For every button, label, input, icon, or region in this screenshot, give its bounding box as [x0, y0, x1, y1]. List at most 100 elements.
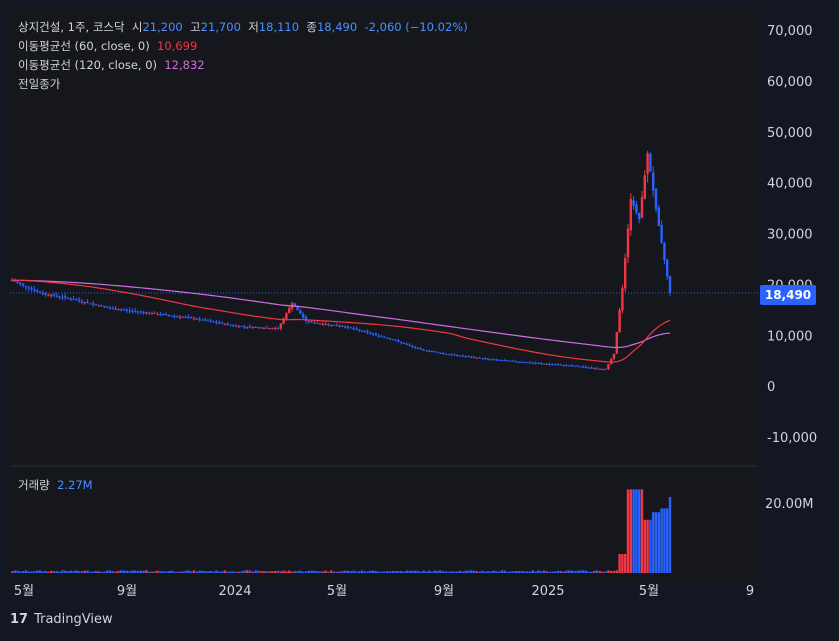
- volume-bar: [30, 571, 33, 573]
- candle-body: [601, 369, 604, 371]
- volume-label[interactable]: 거래량: [18, 478, 50, 492]
- candle-body: [61, 296, 64, 298]
- candle-body: [374, 333, 378, 335]
- current-price-tag: 18,490: [760, 285, 816, 305]
- candle-body: [190, 317, 193, 319]
- volume-bar: [13, 570, 16, 573]
- candle-body: [657, 207, 660, 227]
- volume-bar: [324, 570, 327, 573]
- time-tick-label: 9월: [117, 584, 137, 599]
- candle-body: [327, 323, 330, 325]
- volume-bar: [444, 571, 448, 573]
- ma60-label[interactable]: 이동평균선 (60, close, 0): [18, 39, 150, 53]
- volume-bar: [209, 571, 212, 573]
- volume-bar: [380, 571, 383, 573]
- brand-label[interactable]: TradingView: [34, 612, 113, 627]
- volume-bar: [428, 570, 431, 573]
- symbol-label[interactable]: 상지건설, 1주, 코스닥: [18, 20, 125, 34]
- candle-body: [41, 293, 44, 295]
- volume-bar: [89, 571, 92, 573]
- volume-bar: [638, 489, 641, 573]
- candle-body: [192, 318, 196, 320]
- price-tick-label: 30,000: [767, 228, 813, 243]
- volume-bar: [450, 571, 453, 573]
- candle-body: [598, 368, 602, 370]
- candle-body: [36, 290, 39, 292]
- prev-close-label[interactable]: 전일종가: [18, 77, 61, 91]
- volume-bar: [587, 571, 590, 573]
- candle-body: [215, 322, 218, 324]
- volume-bar: [615, 570, 618, 573]
- candle-body: [234, 325, 238, 327]
- volume-bar: [50, 570, 53, 573]
- candle-body: [279, 323, 282, 329]
- candle-body: [30, 288, 33, 290]
- volume-bar: [411, 570, 414, 573]
- candle-body: [509, 360, 512, 362]
- volume-bar: [579, 570, 582, 573]
- volume-bar: [327, 571, 330, 573]
- volume-bar: [262, 571, 266, 573]
- candle-body: [506, 360, 509, 362]
- volume-bar: [153, 571, 156, 573]
- tradingview-logo-icon[interactable]: 𝟭𝟳: [10, 612, 29, 627]
- candle-body: [444, 353, 448, 355]
- volume-bar: [279, 571, 282, 573]
- volume-bar: [436, 570, 439, 573]
- volume-bar: [517, 571, 520, 573]
- candle-body: [94, 304, 98, 306]
- volume-bar: [416, 570, 420, 573]
- candle-body: [128, 310, 131, 312]
- volume-bar: [523, 571, 526, 573]
- volume-bar: [212, 571, 215, 573]
- volume-bar: [607, 570, 610, 573]
- volume-bar: [302, 571, 305, 573]
- candle-body: [44, 293, 47, 295]
- candle-body: [531, 362, 534, 364]
- volume-bar: [128, 571, 131, 573]
- time-tick-label: 5월: [327, 584, 347, 599]
- volume-bar: [55, 571, 58, 573]
- volume-bar: [103, 571, 106, 573]
- chart-panel[interactable]: [10, 10, 758, 582]
- candle-body: [649, 153, 652, 172]
- candle-body: [316, 322, 319, 324]
- volume-bar: [601, 571, 604, 573]
- candle-body: [646, 153, 649, 174]
- candle-body: [100, 305, 103, 307]
- candle-body: [500, 360, 504, 362]
- high-label: 고: [190, 20, 201, 34]
- candle-body: [618, 309, 621, 333]
- volume-bar: [467, 570, 470, 573]
- high-value: 21,700: [200, 20, 241, 34]
- volume-bar: [215, 570, 218, 573]
- candle-body: [243, 326, 246, 328]
- volume-bar: [612, 570, 616, 573]
- volume-bar: [618, 554, 621, 573]
- candle-body: [212, 321, 215, 323]
- volume-bar: [369, 570, 372, 573]
- volume-bar: [514, 571, 518, 573]
- volume-bar: [167, 571, 170, 573]
- volume-bar: [195, 571, 198, 573]
- candle-body: [615, 332, 618, 354]
- candle-body: [478, 357, 481, 359]
- volume-bar: [408, 570, 411, 573]
- volume-bar: [352, 570, 355, 573]
- candle-body: [520, 361, 523, 363]
- candle-body: [607, 364, 610, 369]
- volume-bar: [226, 571, 229, 573]
- candle-body: [13, 280, 16, 282]
- ma120-label[interactable]: 이동평균선 (120, close, 0): [18, 58, 158, 72]
- volume-bar: [349, 571, 352, 573]
- candle-body: [22, 283, 25, 286]
- chart-svg[interactable]: [10, 10, 758, 582]
- candle-body: [358, 329, 361, 331]
- volume-bar: [72, 571, 75, 573]
- candle-body: [397, 340, 400, 342]
- volume-bar: [139, 570, 142, 573]
- volume-bar: [372, 570, 375, 573]
- candle-body: [472, 356, 476, 358]
- volume-bar: [290, 571, 294, 573]
